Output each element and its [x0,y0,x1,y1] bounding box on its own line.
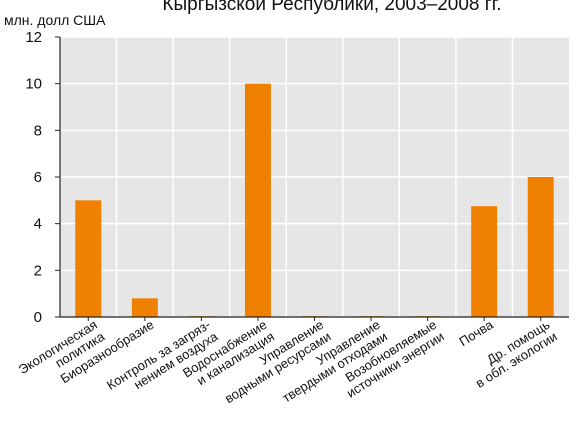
bar [244,83,271,318]
x-category-label-line: Почва [456,316,496,349]
y-tick-label: 4 [34,216,42,233]
bar [75,200,102,317]
chart-title: Кыргызской Республики, 2003–2008 гг. [162,0,501,15]
bar [471,206,498,317]
y-tick-label: 6 [34,169,42,186]
y-tick-label: 12 [25,29,42,46]
y-axis-unit-label: млн. долл США [4,12,106,28]
bar [527,177,554,317]
y-tick-label: 0 [34,309,42,326]
y-tick-label: 2 [34,262,42,279]
x-category-label: Почва [456,316,496,349]
y-tick-label: 8 [34,122,42,139]
plot-area: 024681012ЭкологическаяполитикаБиоразнооб… [16,29,569,406]
y-tick-label: 10 [25,76,42,93]
bar [131,298,158,317]
